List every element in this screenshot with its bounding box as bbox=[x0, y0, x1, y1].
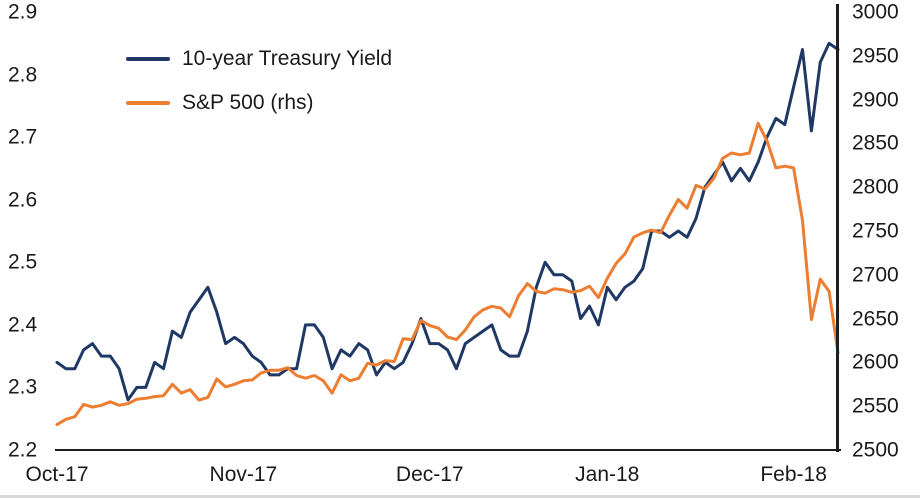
left-axis-tick: 2.9 bbox=[8, 0, 38, 24]
left-axis-tick: 2.3 bbox=[8, 375, 38, 399]
sp500-line-swatch bbox=[126, 101, 170, 105]
right-axis-tick: 2500 bbox=[852, 438, 899, 462]
legend-label-sp500: S&P 500 (rhs) bbox=[182, 91, 314, 114]
left-axis-tick: 2.4 bbox=[8, 313, 38, 337]
right-axis-tick: 2950 bbox=[852, 44, 899, 68]
left-axis-tick: 2.7 bbox=[8, 125, 38, 149]
treasury-line-swatch bbox=[126, 57, 170, 61]
right-axis-line bbox=[836, 4, 839, 452]
legend-item-treasury: 10-year Treasury Yield bbox=[126, 44, 392, 74]
right-axis-tick: 2550 bbox=[852, 394, 899, 418]
right-axis-tick: 2750 bbox=[852, 219, 899, 243]
x-axis-tick: Jan-18 bbox=[575, 463, 640, 486]
left-axis-tick: 2.8 bbox=[8, 63, 38, 87]
sp500-line bbox=[55, 121, 840, 427]
x-axis-tick: Dec-17 bbox=[395, 463, 464, 486]
bottom-divider bbox=[0, 495, 920, 498]
right-axis-tick: 2600 bbox=[852, 350, 899, 374]
x-axis-line bbox=[55, 449, 841, 451]
legend: 10-year Treasury Yield S&P 500 (rhs) bbox=[126, 44, 392, 132]
right-axis-tick: 2650 bbox=[852, 307, 899, 331]
x-axis-tick: Nov-17 bbox=[209, 463, 278, 486]
right-axis-tick: 2800 bbox=[852, 175, 899, 199]
right-axis-tick: 2850 bbox=[852, 131, 899, 155]
left-axis-tick: 2.5 bbox=[8, 250, 38, 274]
legend-label-treasury: 10-year Treasury Yield bbox=[182, 47, 393, 70]
left-axis-tick: 2.2 bbox=[8, 438, 38, 462]
left-axis-tick: 2.6 bbox=[8, 188, 38, 212]
legend-item-sp500: S&P 500 (rhs) bbox=[126, 88, 392, 118]
x-axis-tick: Feb-18 bbox=[760, 463, 827, 486]
treasury-yield-line bbox=[55, 41, 840, 402]
right-axis-tick: 3000 bbox=[852, 0, 899, 24]
x-axis-tick: Oct-17 bbox=[25, 463, 89, 486]
right-axis-tick: 2900 bbox=[852, 88, 899, 112]
right-axis-tick: 2700 bbox=[852, 263, 899, 287]
